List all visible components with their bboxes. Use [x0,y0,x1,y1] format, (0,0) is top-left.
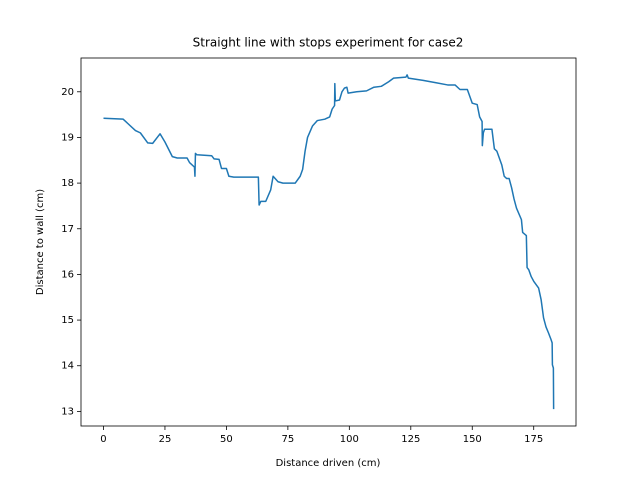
x-tick-label: 75 [282,434,295,445]
chart-title: Straight line with stops experiment for … [193,36,464,50]
y-tick-label: 17 [61,224,74,235]
y-tick-label: 13 [61,406,74,417]
x-axis-label: Distance driven (cm) [276,458,381,469]
y-tick-label: 20 [61,87,74,98]
x-tick-label: 50 [220,434,233,445]
x-tick-label: 100 [340,434,359,445]
x-tick-label: 25 [159,434,172,445]
y-tick-label: 16 [61,269,74,280]
data-line [103,74,555,410]
x-tick-label: 0 [100,434,106,445]
plot-frame [80,57,577,427]
y-tick-label: 15 [61,315,74,326]
y-tick-label: 19 [61,132,74,143]
x-tick-label: 150 [463,434,482,445]
y-tick-label: 14 [61,361,74,372]
y-tick-label: 18 [61,178,74,189]
x-tick-label: 125 [401,434,420,445]
y-axis-label: Distance to wall (cm) [35,189,46,295]
x-tick-label: 175 [524,434,543,445]
